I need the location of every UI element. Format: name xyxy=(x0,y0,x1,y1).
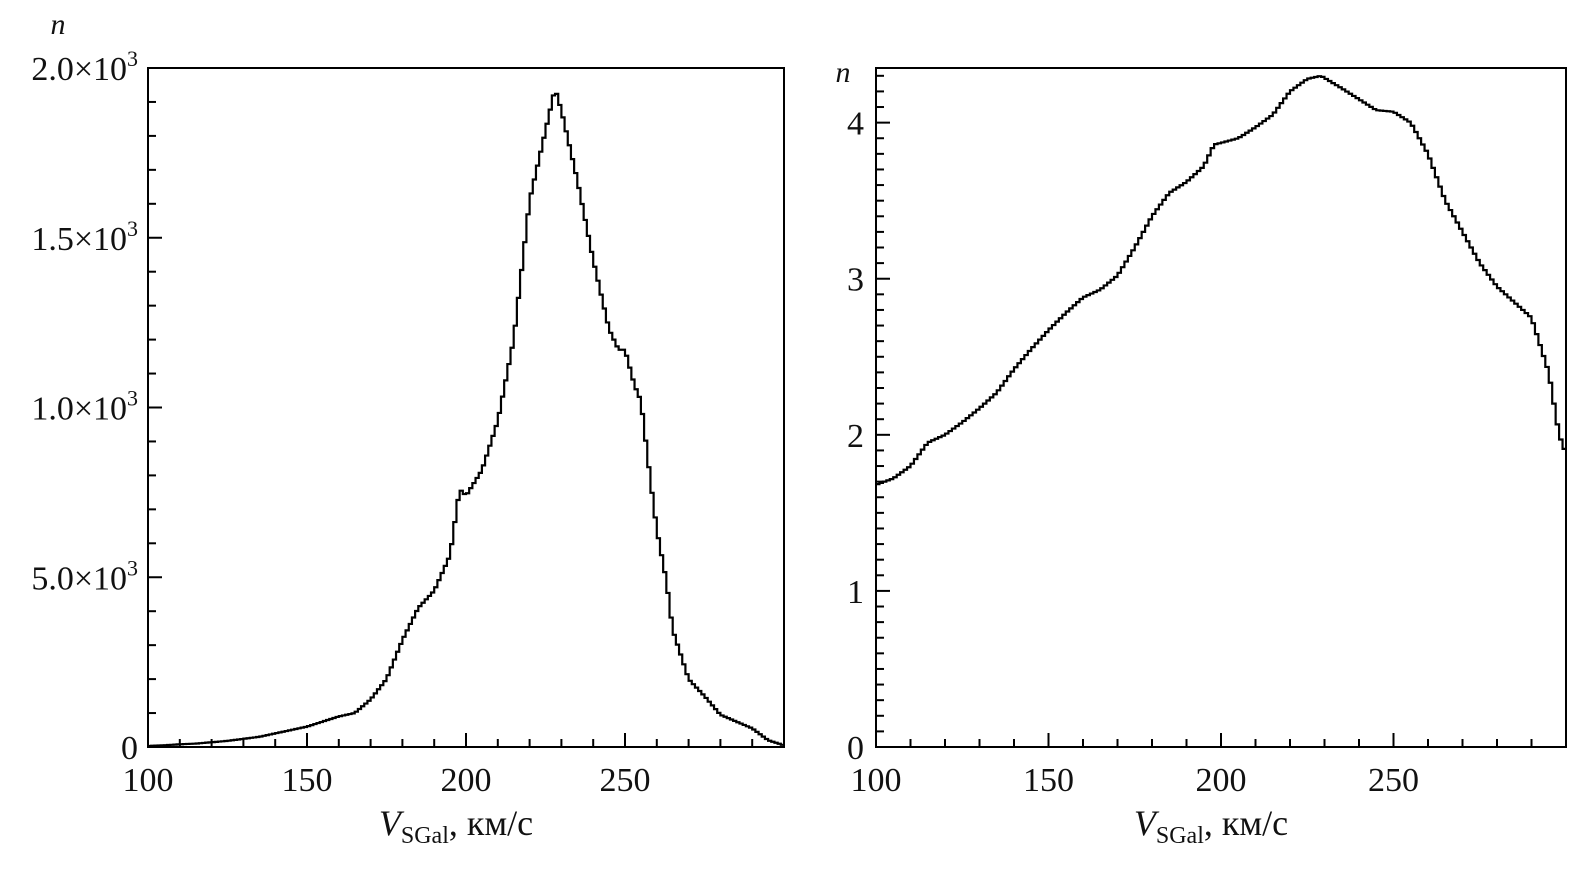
y-axis-label: n xyxy=(836,56,851,89)
y-tick-exponent: 3 xyxy=(127,216,138,241)
x-tick-label: 200 xyxy=(1196,762,1247,799)
y-axis-label: n xyxy=(51,8,66,41)
y-tick-exponent: 3 xyxy=(127,46,138,71)
x-axis-label: VSGal, км/с xyxy=(379,803,533,849)
y-tick-mantissa: 0 xyxy=(847,730,864,767)
y-tick-exponent: 3 xyxy=(127,386,138,411)
x-tick-label: 150 xyxy=(1023,762,1074,799)
y-tick-mantissa: 3 xyxy=(847,262,864,299)
right-histogram-panel: 100 150 200 250 0 1 2 3 4 n VSGal, км/с xyxy=(836,56,1567,849)
y-tick-mantissa: 5.0×10 xyxy=(31,560,127,597)
y-tick-mantissa: 4 xyxy=(847,106,864,143)
y-tick-mantissa: 1.5×10 xyxy=(31,221,127,258)
y-tick-mantissa: 1 xyxy=(847,574,864,611)
histogram-series xyxy=(148,92,784,748)
x-label-variable: V xyxy=(1134,803,1160,843)
y-tick-label: 0 xyxy=(847,730,864,767)
x-tick-label: 250 xyxy=(600,762,651,799)
histogram-series xyxy=(876,75,1566,486)
x-label-subscript: SGal xyxy=(1156,823,1204,849)
x-tick-label: 200 xyxy=(441,762,492,799)
left-histogram-panel: 100 150 200 25005.0×1031.0×1031.5×1032.0×10… xyxy=(31,8,785,849)
y-tick-mantissa: 2 xyxy=(847,418,864,455)
x-tick-label: 250 xyxy=(1368,762,1419,799)
plot-frame xyxy=(147,67,785,748)
x-label-subscript: SGal xyxy=(401,823,449,849)
x-label-unit: , км/с xyxy=(449,803,533,843)
y-tick-label: 0 xyxy=(121,730,138,767)
y-tick-label: 1 xyxy=(847,574,864,611)
x-tick-label: 150 xyxy=(282,762,333,799)
x-axis-label: VSGal, км/с xyxy=(1134,803,1288,849)
y-tick-label: 3 xyxy=(847,262,864,299)
y-tick-mantissa: 2.0×10 xyxy=(31,51,127,88)
x-tick-label: 100 xyxy=(123,762,174,799)
y-tick-label: 5.0×103 xyxy=(31,555,138,597)
x-label-unit: , км/с xyxy=(1204,803,1288,843)
y-tick-label: 2 xyxy=(847,418,864,455)
y-tick-label: 1.5×103 xyxy=(31,216,138,258)
y-tick-mantissa: 1.0×10 xyxy=(31,391,127,428)
y-tick-label: 4 xyxy=(847,106,864,143)
y-tick-label: 2.0×103 xyxy=(31,46,138,88)
y-tick-mantissa: 0 xyxy=(121,730,138,767)
x-label-variable: V xyxy=(379,803,405,843)
y-tick-exponent: 3 xyxy=(127,555,138,580)
y-tick-label: 1.0×103 xyxy=(31,386,138,428)
x-tick-label: 100 xyxy=(851,762,902,799)
